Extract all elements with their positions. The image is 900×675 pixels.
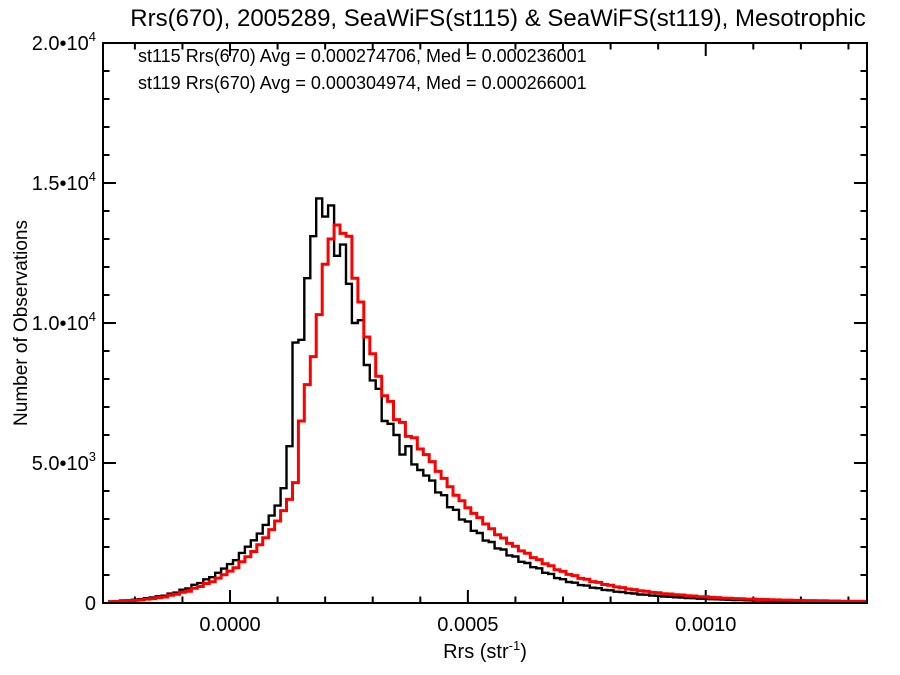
x-tick-label: 0.0005 — [437, 614, 498, 636]
y-tick-label: 1.0•104 — [32, 309, 96, 335]
chart-title: Rrs(670), 2005289, SeaWiFS(st115) & SeaW… — [130, 5, 865, 32]
axis-ticks: 0.0000 0.0005 0.0010 0 5.0•103 1.0•104 1.5•104… — [32, 29, 867, 636]
y-tick-label: 0 — [85, 593, 96, 615]
histogram-curves — [108, 197, 867, 604]
legend-st115-stats: st115 Rrs(670) Avg = 0.000274706, Med = … — [138, 46, 587, 66]
x-tick-label: 0.0000 — [199, 614, 260, 636]
x-axis-label: Rrs (str-1) — [443, 638, 527, 663]
y-axis-label: Number of Observations — [11, 220, 32, 426]
legend-st119-stats: st119 Rrs(670) Avg = 0.000304974, Med = … — [138, 73, 587, 93]
y-tick-label: 1.5•104 — [32, 169, 96, 195]
x-tick-label: 0.0010 — [675, 614, 736, 636]
st119-histogram-curve — [108, 223, 867, 604]
y-tick-label: 2.0•104 — [32, 29, 96, 55]
y-tick-label: 5.0•103 — [32, 449, 96, 475]
st115-histogram-curve — [108, 197, 867, 604]
plot-frame — [102, 42, 868, 604]
